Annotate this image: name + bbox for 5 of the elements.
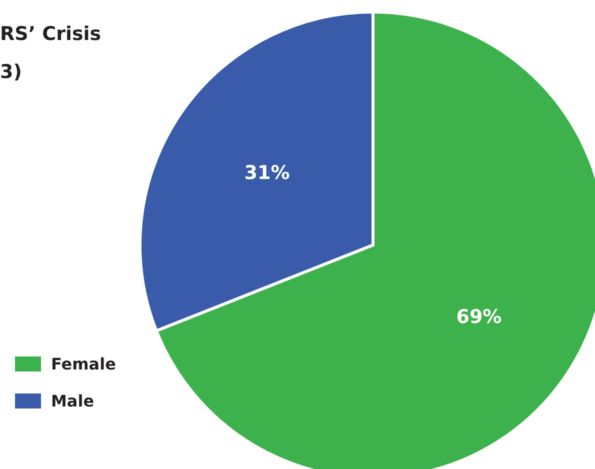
slice-label: Female [51,354,116,374]
text: RS’ Crisis 3) [0,23,102,83]
legend-label: Male [51,392,94,410]
data-label: 31% [244,162,290,184]
data-label: 69% [456,306,502,328]
